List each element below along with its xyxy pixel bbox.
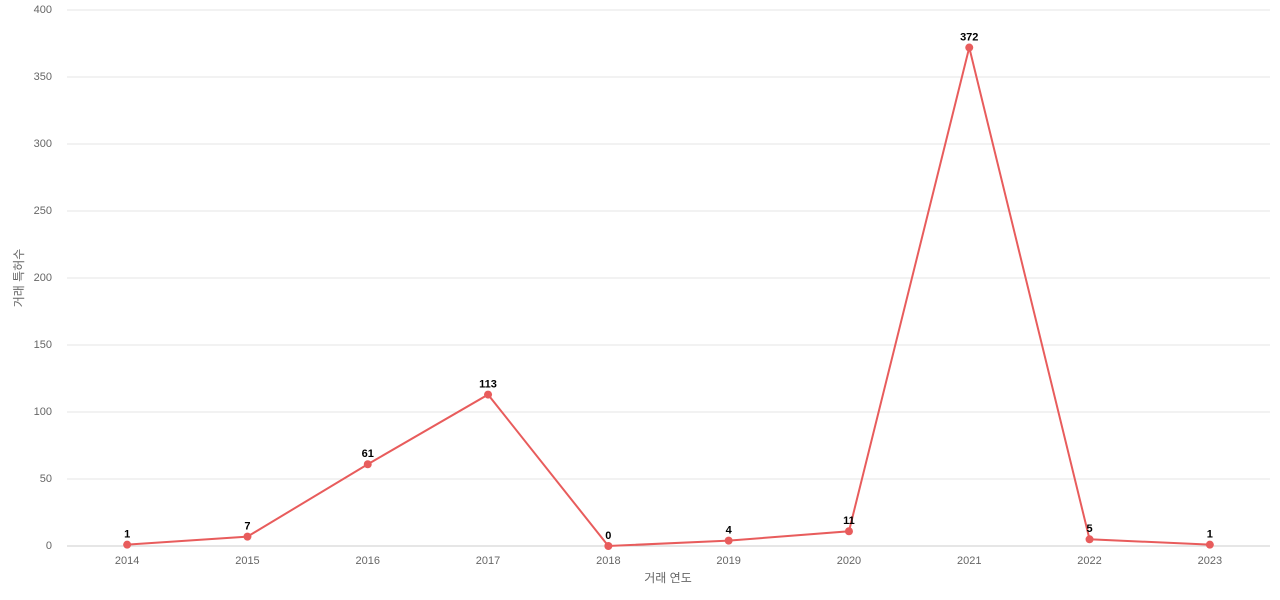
data-label: 372: [960, 31, 978, 43]
data-label: 1: [1207, 529, 1213, 541]
point: [844, 527, 853, 536]
point: [1205, 540, 1214, 549]
x-tick-label: 2020: [837, 555, 861, 567]
y-tick-label: 300: [34, 138, 52, 150]
point: [604, 542, 613, 550]
y-tick-label: 200: [34, 272, 52, 284]
x-tick-label: 2015: [235, 555, 259, 567]
point: [484, 390, 493, 399]
x-tick-label: 2023: [1198, 555, 1222, 567]
point: [363, 460, 372, 469]
x-tick-label: 2018: [596, 555, 620, 567]
data-label: 7: [244, 521, 250, 533]
x-tick-label: 2017: [476, 555, 500, 567]
y-tick-label: 250: [34, 205, 52, 217]
point: [1085, 535, 1094, 544]
y-tick-label: 100: [34, 406, 52, 418]
data-label: 4: [726, 525, 733, 537]
line: [127, 47, 1210, 548]
x-axis-title: 거래 연도: [644, 571, 692, 585]
y-tick-label: 350: [34, 71, 52, 83]
data-label: 5: [1086, 523, 1092, 535]
y-tick-label: 0: [46, 540, 52, 552]
point: [123, 540, 132, 549]
x-tick-label: 2021: [957, 555, 981, 567]
data-label: 11: [843, 515, 855, 527]
point: [724, 536, 733, 545]
x-tick-label: 2016: [356, 555, 380, 567]
y-axis-title: 거래 특허수: [12, 249, 26, 308]
x-tick-label: 2022: [1077, 555, 1101, 567]
x-tick-label: 2019: [716, 555, 740, 567]
data-label: 61: [362, 448, 374, 460]
y-tick-label: 400: [34, 4, 52, 16]
data-label: 1: [124, 529, 130, 541]
x-tick-label: 2014: [115, 555, 139, 567]
y-tick-label: 150: [34, 339, 52, 351]
data-label: 113: [479, 378, 497, 390]
point: [243, 532, 252, 541]
point: [965, 43, 974, 52]
data-label: 0: [605, 530, 611, 542]
y-tick-label: 50: [40, 473, 52, 485]
